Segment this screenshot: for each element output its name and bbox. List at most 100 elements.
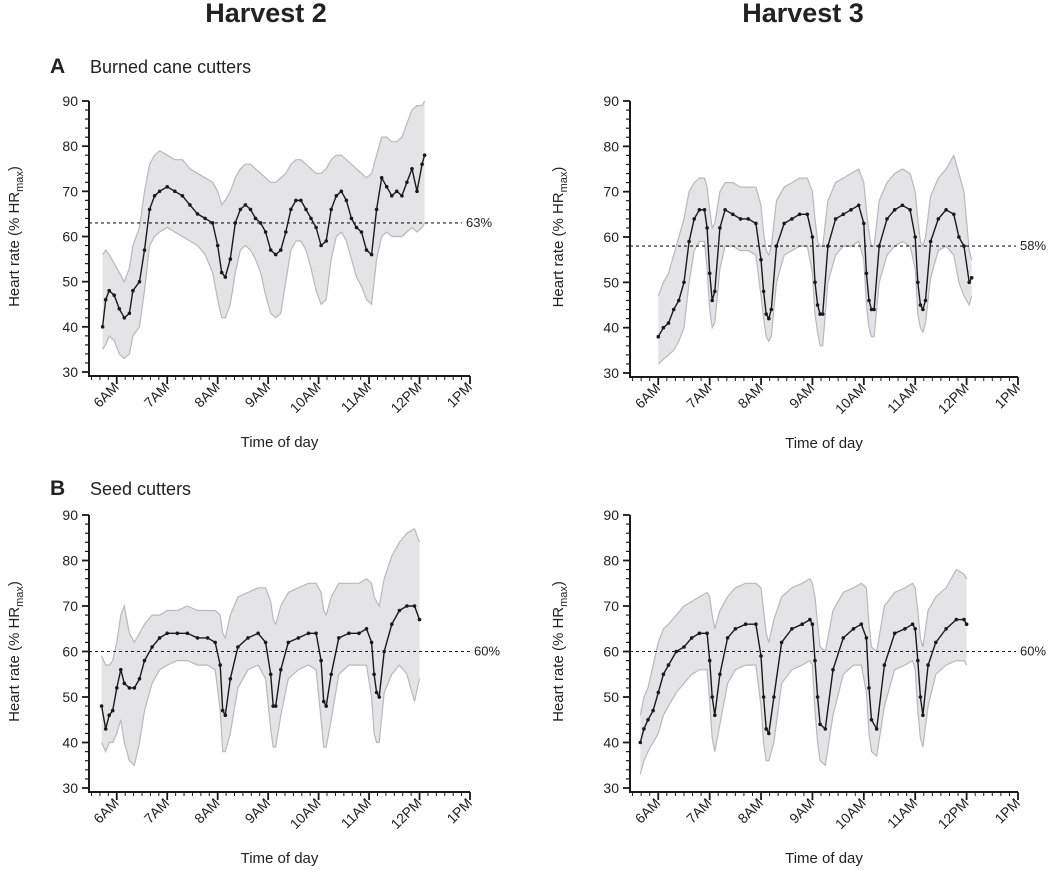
data-point — [248, 207, 253, 212]
y-tick-label: 30 — [62, 780, 78, 796]
data-point — [661, 325, 666, 330]
data-point — [790, 627, 794, 631]
data-point — [294, 198, 298, 203]
data-point — [188, 203, 192, 207]
data-point — [954, 617, 959, 622]
data-point — [656, 334, 661, 339]
data-point — [810, 622, 815, 626]
data-point — [147, 207, 152, 212]
data-point — [369, 252, 374, 257]
data-point — [263, 640, 268, 645]
data-point — [268, 248, 273, 252]
data-point — [926, 663, 930, 667]
sd-band-upper-edge — [639, 568, 968, 716]
data-point — [382, 649, 387, 654]
data-point — [415, 189, 419, 194]
data-point — [772, 695, 776, 699]
data-point — [916, 280, 920, 285]
data-point — [738, 217, 743, 221]
y-tick-label: 30 — [603, 365, 619, 381]
data-point — [689, 636, 694, 640]
sd-band — [658, 155, 972, 364]
y-axis-label-subscript: max — [558, 171, 570, 192]
data-point — [314, 631, 318, 636]
data-point — [329, 207, 334, 212]
data-point — [344, 198, 349, 203]
data-point — [397, 608, 402, 613]
data-point — [913, 235, 917, 239]
data-point — [175, 631, 180, 636]
data-point — [841, 636, 846, 640]
sd-band-upper-edge — [101, 527, 421, 666]
x-tick-label: 10AM — [832, 795, 869, 832]
data-point — [813, 658, 817, 663]
y-tick-label: 40 — [603, 735, 619, 751]
y-tick-label: 60 — [62, 229, 78, 245]
data-point — [263, 230, 268, 234]
data-point — [321, 699, 326, 704]
data-point — [761, 289, 766, 294]
data-point — [767, 316, 771, 321]
data-point — [253, 216, 258, 221]
data-point — [646, 718, 650, 722]
data-point — [99, 704, 104, 708]
data-point — [180, 194, 185, 198]
data-point — [210, 221, 215, 225]
y-axis-label-subscript: max — [558, 586, 570, 607]
data-point — [815, 695, 820, 699]
data-point — [918, 695, 923, 699]
x-tick-label: 11AM — [884, 380, 920, 416]
data-point — [869, 307, 874, 312]
data-point — [256, 631, 260, 636]
data-point — [374, 690, 379, 695]
data-point — [137, 279, 142, 284]
y-tick-label: 60 — [603, 644, 619, 660]
data-point — [808, 617, 812, 622]
data-point — [115, 686, 119, 690]
y-axis-label-main: Heart rate (% HR — [6, 607, 23, 722]
data-point — [377, 695, 382, 699]
data-point — [122, 316, 127, 320]
x-tick-label: 11AM — [338, 379, 374, 415]
data-point — [892, 208, 897, 212]
data-point — [185, 631, 190, 636]
data-point — [412, 604, 417, 608]
data-point — [702, 208, 707, 212]
data-point — [324, 704, 329, 708]
data-point — [687, 239, 691, 244]
data-point — [205, 636, 210, 640]
data-point — [833, 217, 838, 221]
data-point — [273, 704, 278, 708]
data-point — [964, 622, 969, 626]
data-point — [782, 221, 786, 226]
y-tick-label: 80 — [603, 553, 619, 569]
data-point — [944, 627, 948, 631]
sd-band-upper-edge — [657, 153, 973, 297]
data-point — [656, 690, 661, 695]
data-point — [682, 280, 686, 285]
data-point — [859, 622, 864, 626]
data-point — [369, 640, 374, 645]
data-point — [710, 298, 714, 303]
data-point — [218, 663, 222, 667]
data-point — [236, 645, 240, 649]
y-tick-label: 40 — [62, 319, 78, 335]
data-point — [774, 244, 779, 248]
data-point — [152, 194, 157, 198]
data-point — [818, 722, 822, 727]
data-point — [165, 631, 169, 636]
data-point — [122, 681, 127, 686]
x-tick-label: 11AM — [338, 795, 374, 831]
data-point — [841, 212, 846, 217]
data-point — [289, 207, 293, 212]
data-point — [707, 658, 712, 663]
y-axis-label: Heart rate (% HRmax) — [6, 166, 26, 307]
data-point — [759, 654, 763, 658]
data-point — [638, 740, 643, 745]
data-point — [800, 622, 804, 626]
data-point — [923, 298, 928, 303]
data-point — [710, 695, 714, 699]
data-point — [862, 221, 866, 226]
